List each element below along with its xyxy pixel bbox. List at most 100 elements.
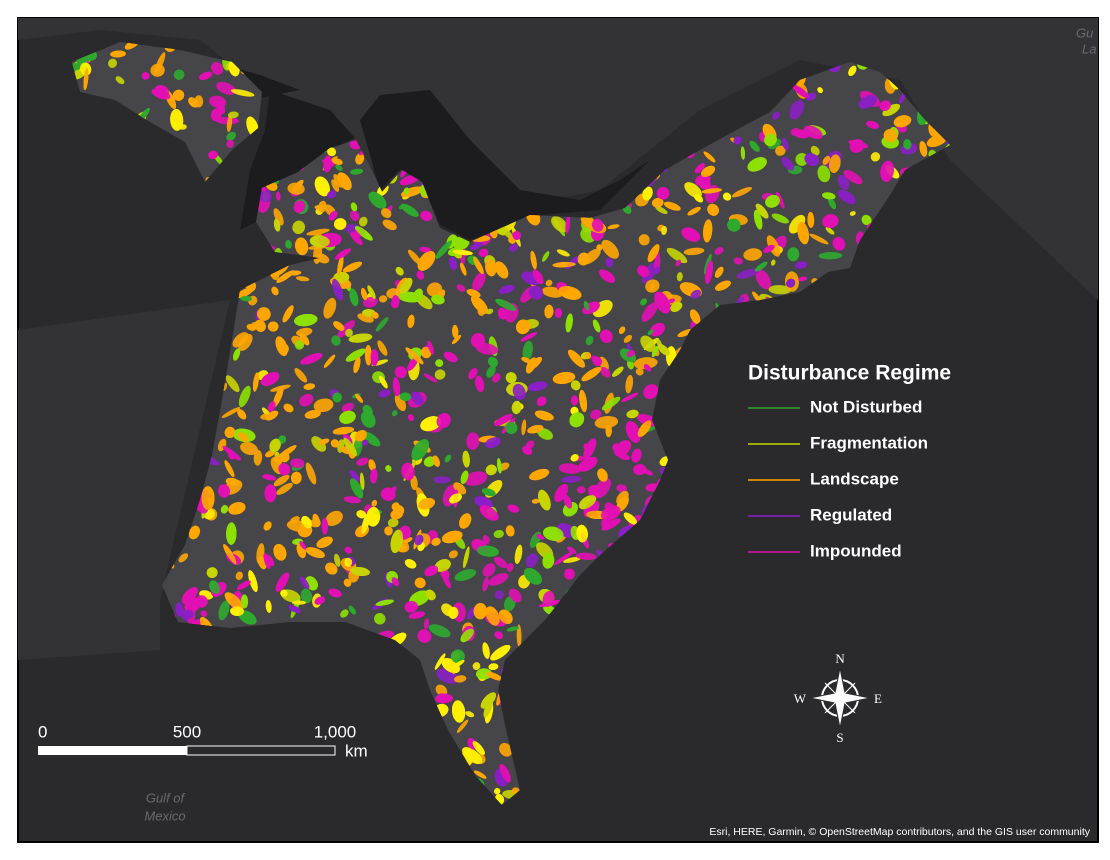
speckle: [623, 334, 633, 343]
speckle: [456, 719, 469, 733]
speckle: [466, 432, 480, 450]
speckle: [290, 458, 305, 469]
speckle: [641, 302, 658, 322]
speckle: [743, 248, 763, 261]
speckle: [294, 340, 305, 350]
speckle: [494, 590, 504, 600]
speckle: [334, 553, 341, 567]
speckle: [226, 115, 233, 132]
speckle: [211, 62, 224, 75]
speckle: [178, 553, 189, 563]
speckle: [633, 357, 658, 370]
speckle: [499, 742, 513, 757]
speckle: [434, 369, 446, 380]
speckle: [788, 214, 806, 234]
speckle: [362, 296, 378, 308]
speckle: [601, 396, 621, 411]
speckle: [731, 187, 753, 198]
speckle: [238, 333, 253, 351]
speckle: [601, 239, 619, 259]
speckle: [684, 182, 702, 199]
speckle: [822, 155, 831, 165]
speckle: [238, 385, 251, 408]
speckle: [374, 613, 386, 625]
speckle: [817, 165, 831, 183]
speckle: [809, 233, 829, 245]
speckle: [585, 335, 594, 346]
speckle: [635, 367, 644, 376]
speckle: [173, 69, 185, 80]
speckle: [456, 284, 466, 292]
speckle: [482, 577, 489, 592]
speckle: [768, 285, 792, 295]
speckle: [356, 457, 369, 466]
speckle: [387, 518, 399, 528]
speckle: [465, 711, 475, 718]
speckle: [537, 427, 553, 440]
speckle: [391, 410, 398, 417]
speckle: [508, 588, 522, 603]
speckle: [423, 618, 430, 630]
speckle: [493, 529, 504, 539]
speckle: [575, 552, 597, 560]
speckle: [755, 269, 772, 290]
speckle: [221, 407, 241, 418]
speckle: [655, 205, 668, 215]
speckle: [253, 449, 263, 466]
speckle: [525, 553, 538, 568]
speckle: [486, 365, 496, 378]
speckle: [594, 415, 619, 429]
speckle: [454, 569, 477, 582]
speckle: [771, 213, 790, 224]
speckle: [410, 475, 418, 491]
speckle: [472, 272, 486, 292]
speckle: [870, 152, 881, 162]
speckle: [200, 610, 208, 617]
speckle: [345, 328, 353, 337]
speckle: [337, 320, 355, 338]
speckle: [641, 262, 658, 284]
speckle: [230, 89, 255, 97]
speckle: [340, 609, 349, 618]
speckle: [264, 484, 277, 503]
speckle: [423, 373, 438, 383]
speckle: [377, 340, 388, 356]
speckle: [781, 156, 795, 171]
speckle: [733, 257, 743, 265]
speckle: [736, 268, 759, 279]
speckle: [558, 463, 582, 474]
speckle: [295, 276, 310, 282]
speckle: [294, 368, 308, 383]
speckle: [292, 220, 306, 235]
speckle: [226, 139, 234, 148]
speckle: [232, 332, 249, 348]
speckle: [590, 409, 602, 420]
speckle: [640, 335, 656, 352]
speckle: [454, 675, 467, 683]
speckle: [837, 174, 850, 191]
speckle: [150, 63, 165, 77]
speckle: [341, 402, 354, 413]
speckle: [331, 179, 340, 192]
speckle: [843, 169, 863, 185]
speckle: [506, 562, 514, 572]
speckle: [521, 419, 527, 436]
speckle: [638, 234, 650, 246]
speckle: [273, 208, 284, 226]
speckle: [108, 58, 117, 68]
speckle: [818, 251, 843, 260]
lake: [360, 90, 650, 240]
speckle: [509, 243, 518, 252]
speckle: [375, 317, 389, 332]
speckle: [331, 335, 341, 346]
speckle: [566, 546, 577, 554]
speckle: [299, 393, 314, 407]
speckle: [226, 131, 237, 141]
speckle: [378, 295, 388, 303]
speckle: [482, 563, 496, 577]
speckle: [556, 249, 570, 257]
speckle: [775, 145, 786, 156]
speckle: [542, 251, 550, 262]
speckle: [781, 137, 789, 151]
speckle: [115, 76, 125, 85]
